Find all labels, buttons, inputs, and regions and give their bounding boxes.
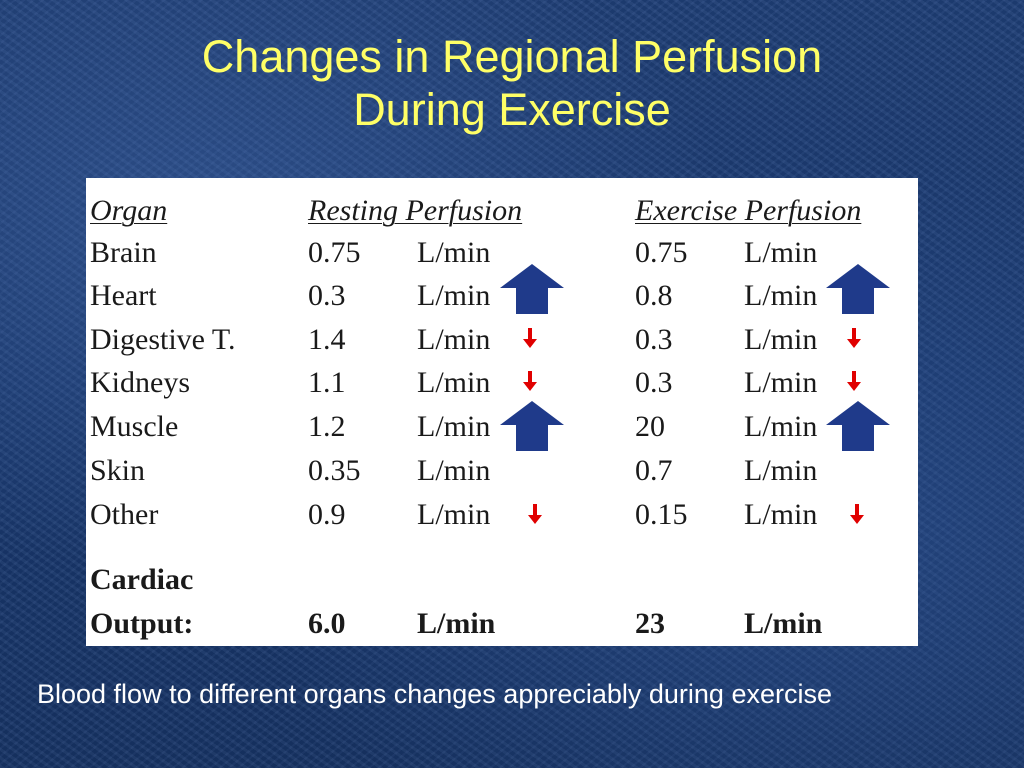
table-row-organ: Digestive T. [90, 323, 236, 356]
decrease-arrow-icon [528, 504, 542, 524]
cardiac-output-rest-unit: L/min [417, 607, 496, 640]
perfusion-table: Organ Resting Perfusion Exercise Perfusi… [86, 178, 918, 646]
increase-arrow-icon [500, 264, 564, 314]
decrease-arrow-icon [847, 371, 861, 391]
rest-unit: L/min [417, 366, 491, 399]
exercise-unit: L/min [744, 410, 818, 443]
increase-arrow-icon [500, 401, 564, 451]
table-row-organ: Kidneys [90, 366, 190, 399]
rest-unit: L/min [417, 498, 491, 531]
table-row-organ: Brain [90, 236, 157, 269]
increase-arrow-icon [826, 264, 890, 314]
rest-unit: L/min [417, 323, 491, 356]
header-organ: Organ [90, 194, 168, 227]
exercise-value: 0.3 [635, 366, 673, 399]
decrease-arrow-icon [847, 328, 861, 348]
table-row-organ: Heart [90, 279, 157, 312]
rest-value: 0.9 [308, 498, 346, 531]
exercise-unit: L/min [744, 498, 818, 531]
slide-title: Changes in Regional Perfusion During Exe… [0, 30, 1024, 136]
rest-unit: L/min [417, 410, 491, 443]
header-exercise: Exercise Perfusion [635, 194, 862, 227]
exercise-value: 0.75 [635, 236, 688, 269]
rest-value: 1.1 [308, 366, 346, 399]
cardiac-output-label-1: Cardiac [90, 563, 194, 596]
table-row-organ: Other [90, 498, 159, 531]
header-resting: Resting Perfusion [308, 194, 523, 227]
slide-caption: Blood flow to different organs changes a… [37, 679, 832, 709]
table-row-organ: Skin [90, 454, 146, 487]
cardiac-output-label-2: Output: [90, 607, 194, 640]
exercise-value: 0.8 [635, 279, 673, 312]
rest-value: 1.2 [308, 410, 346, 443]
cardiac-output-exercise-value: 23 [635, 607, 665, 640]
rest-value: 0.35 [308, 454, 361, 487]
exercise-value: 20 [635, 410, 665, 443]
exercise-unit: L/min [744, 236, 818, 269]
rest-value: 0.3 [308, 279, 346, 312]
title-line-2: During Exercise [353, 84, 671, 135]
decrease-arrow-icon [850, 504, 864, 524]
exercise-unit: L/min [744, 279, 818, 312]
decrease-arrow-icon [523, 328, 537, 348]
exercise-value: 0.15 [635, 498, 688, 531]
cardiac-output-rest-value: 6.0 [308, 607, 346, 640]
exercise-unit: L/min [744, 366, 818, 399]
title-line-1: Changes in Regional Perfusion [201, 31, 823, 82]
exercise-unit: L/min [744, 323, 818, 356]
increase-arrow-icon [826, 401, 890, 451]
cardiac-output-exercise-unit: L/min [744, 607, 823, 640]
exercise-value: 0.3 [635, 323, 673, 356]
exercise-value: 0.7 [635, 454, 673, 487]
rest-unit: L/min [417, 279, 491, 312]
table-row-organ: Muscle [90, 410, 179, 443]
exercise-unit: L/min [744, 454, 818, 487]
rest-value: 0.75 [308, 236, 361, 269]
rest-value: 1.4 [308, 323, 346, 356]
decrease-arrow-icon [523, 371, 537, 391]
rest-unit: L/min [417, 236, 491, 269]
rest-unit: L/min [417, 454, 491, 487]
